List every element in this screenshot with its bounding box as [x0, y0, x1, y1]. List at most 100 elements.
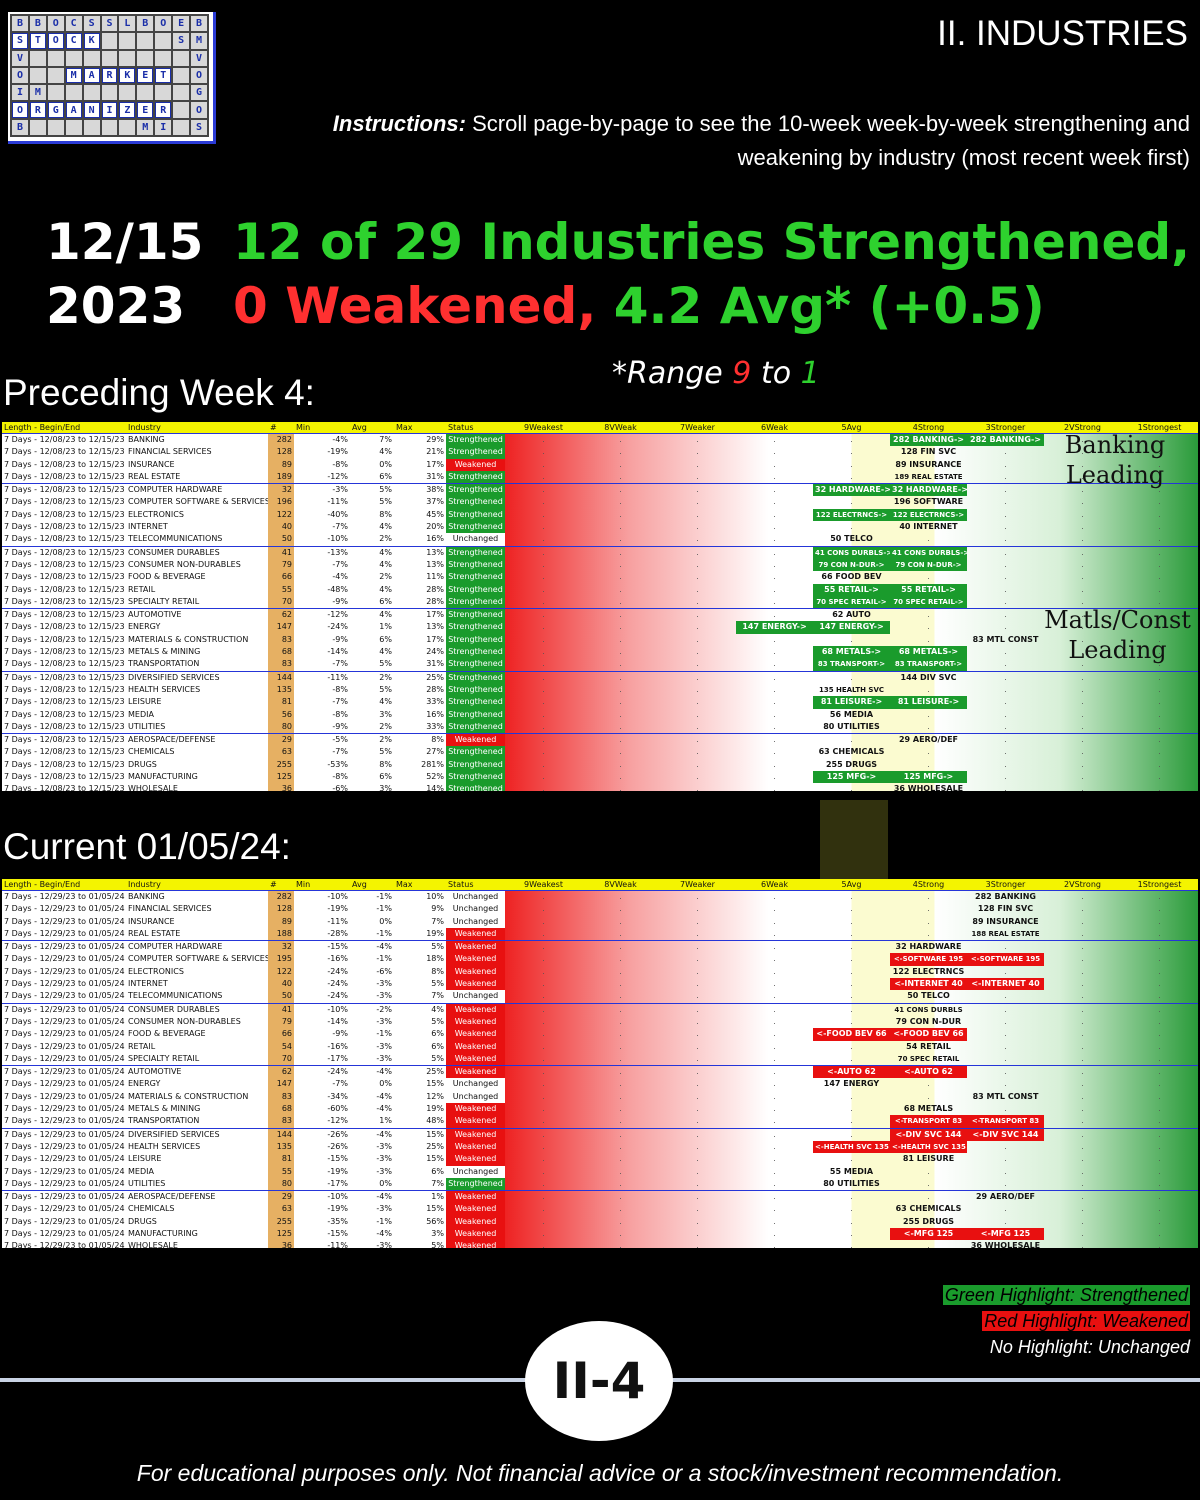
bucket-cell: .	[773, 954, 776, 964]
bucket-cell: .	[927, 916, 930, 926]
max-cell: 31%	[426, 471, 444, 481]
count-cell: 55	[268, 583, 294, 596]
min-cell: -24%	[327, 966, 348, 976]
bucket-cell: 89 INSURANCE	[895, 459, 962, 469]
bucket-cell: .	[773, 1178, 776, 1188]
bucket-cell: .	[619, 1029, 622, 1039]
bucket-cell: .	[927, 1091, 930, 1101]
bucket-cell: <-INTERNET 40	[890, 978, 967, 991]
status-cell: Strengthened	[446, 633, 505, 647]
bucket-cell: .	[542, 672, 545, 682]
bucket-cell: .	[1158, 684, 1161, 694]
column-header: Max	[396, 423, 413, 432]
max-cell: 56%	[426, 1216, 444, 1226]
bucket-cell: .	[542, 547, 545, 557]
bucket-cell: 189 REAL ESTATE	[894, 472, 963, 481]
max-cell: 28%	[426, 684, 444, 694]
count-cell: 62	[268, 1066, 294, 1079]
max-cell: 29%	[426, 435, 444, 444]
max-cell: 24%	[426, 647, 444, 657]
logo-letter-cell: R	[155, 102, 172, 118]
table-row: 7 Days - 12/29/23 to 01/05/24 SPECIALTY R…	[2, 1052, 1198, 1066]
table-row: 7 Days - 12/08/23 to 12/15/23 FOOD & BEVE…	[2, 571, 1198, 584]
bucket-cell: .	[773, 1067, 776, 1077]
bucket-cell: .	[619, 1178, 622, 1188]
bucket-cell: .	[1081, 1192, 1084, 1202]
count-cell: 282	[268, 891, 294, 904]
bucket-cell: .	[542, 647, 545, 657]
bucket-cell: .	[696, 1067, 699, 1077]
bucket-cell: .	[542, 596, 545, 606]
bucket-cell: .	[1158, 735, 1161, 745]
industry-cell: MATERIALS & CONSTRUCTION	[128, 1091, 249, 1101]
max-cell: 25%	[426, 1067, 444, 1077]
bucket-cell: .	[542, 979, 545, 989]
bucket-cell: .	[1158, 610, 1161, 620]
bucket-cell: .	[927, 684, 930, 694]
avg-cell: -3%	[376, 1204, 392, 1214]
banking-annotation-line-2: Leading	[1065, 461, 1165, 489]
bucket-cell: .	[1081, 647, 1084, 657]
column-header: 1Strongest	[1137, 880, 1182, 889]
bucket-cell: .	[619, 659, 622, 669]
bucket-cell: .	[927, 572, 930, 582]
column-header: 1Strongest	[1137, 423, 1182, 432]
bucket-cell: .	[619, 916, 622, 926]
period-cell: 7 Days - 12/08/23 to 12/15/23	[4, 459, 125, 469]
count-cell: 66	[268, 571, 294, 584]
range-note: *Range 9 to 1	[612, 356, 820, 391]
bucket-cell: 89 INSURANCE	[972, 916, 1039, 926]
bucket-cell: .	[773, 1053, 776, 1063]
status-cell: Strengthened	[446, 609, 505, 622]
bucket-cell: .	[542, 904, 545, 914]
bucket-cell: .	[542, 1041, 545, 1051]
bucket-cell: .	[927, 610, 930, 620]
min-cell: -15%	[327, 1229, 348, 1239]
bucket-cell: .	[619, 471, 622, 481]
column-header: #	[270, 423, 277, 432]
bucket-cell: .	[1158, 1091, 1161, 1101]
bucket-cell: .	[1081, 979, 1084, 989]
period-cell: 7 Days - 12/29/23 to 01/05/24	[4, 979, 125, 989]
bucket-cell: .	[927, 1079, 930, 1089]
industry-cell: DIVERSIFIED SERVICES	[128, 672, 220, 682]
column-header: Status	[448, 880, 474, 889]
min-cell: -15%	[327, 942, 348, 952]
bucket-cell: .	[1158, 534, 1161, 544]
bucket-cell: .	[773, 1116, 776, 1126]
bucket-cell: 255 DRUGS	[825, 759, 878, 769]
max-cell: 31%	[426, 659, 444, 669]
status-cell: Weakened	[446, 1140, 505, 1154]
bucket-cell: .	[927, 892, 930, 901]
table-header: Length - Begin/End Industry # Min Avg Max Stat…	[2, 879, 1198, 890]
period-cell: 7 Days - 12/08/23 to 12/15/23	[4, 547, 125, 557]
bucket-cell: .	[542, 991, 545, 1001]
bucket-cell: .	[773, 1141, 776, 1151]
status-cell: Weakened	[446, 1066, 505, 1079]
status-cell: Strengthened	[446, 434, 505, 447]
industry-cell: METALS & MINING	[128, 1104, 201, 1114]
bucket-cell: .	[619, 610, 622, 620]
logo-letter-cell	[101, 119, 118, 135]
bucket-cell: .	[542, 497, 545, 507]
bucket-cell: .	[773, 459, 776, 469]
table-row: 7 Days - 12/29/23 to 01/05/24 UTILITIES 80…	[2, 1177, 1198, 1191]
bucket-cell: .	[619, 647, 622, 657]
avg-cell: -3%	[376, 991, 392, 1001]
bucket-cell: .	[1081, 485, 1084, 495]
table-row: 7 Days - 12/08/23 to 12/15/23 BANKING 282 -…	[2, 433, 1198, 447]
max-cell: 8%	[431, 966, 444, 976]
avg-cell: -4%	[376, 1229, 392, 1239]
min-cell: -4%	[332, 572, 348, 582]
min-cell: -14%	[327, 647, 348, 657]
bucket-cell: .	[1004, 497, 1007, 507]
bucket-cell: .	[1158, 916, 1161, 926]
bucket-cell: .	[542, 1079, 545, 1089]
bucket-cell: .	[1081, 1067, 1084, 1077]
bucket-cell: .	[850, 991, 853, 1001]
bucket-cell: .	[773, 522, 776, 532]
bucket-cell: 81 LEISURE->	[813, 696, 890, 709]
min-cell: -16%	[327, 1041, 348, 1051]
bucket-cell: .	[773, 497, 776, 507]
table-row: 7 Days - 12/08/23 to 12/15/23 WHOLESALE 36…	[2, 783, 1198, 791]
